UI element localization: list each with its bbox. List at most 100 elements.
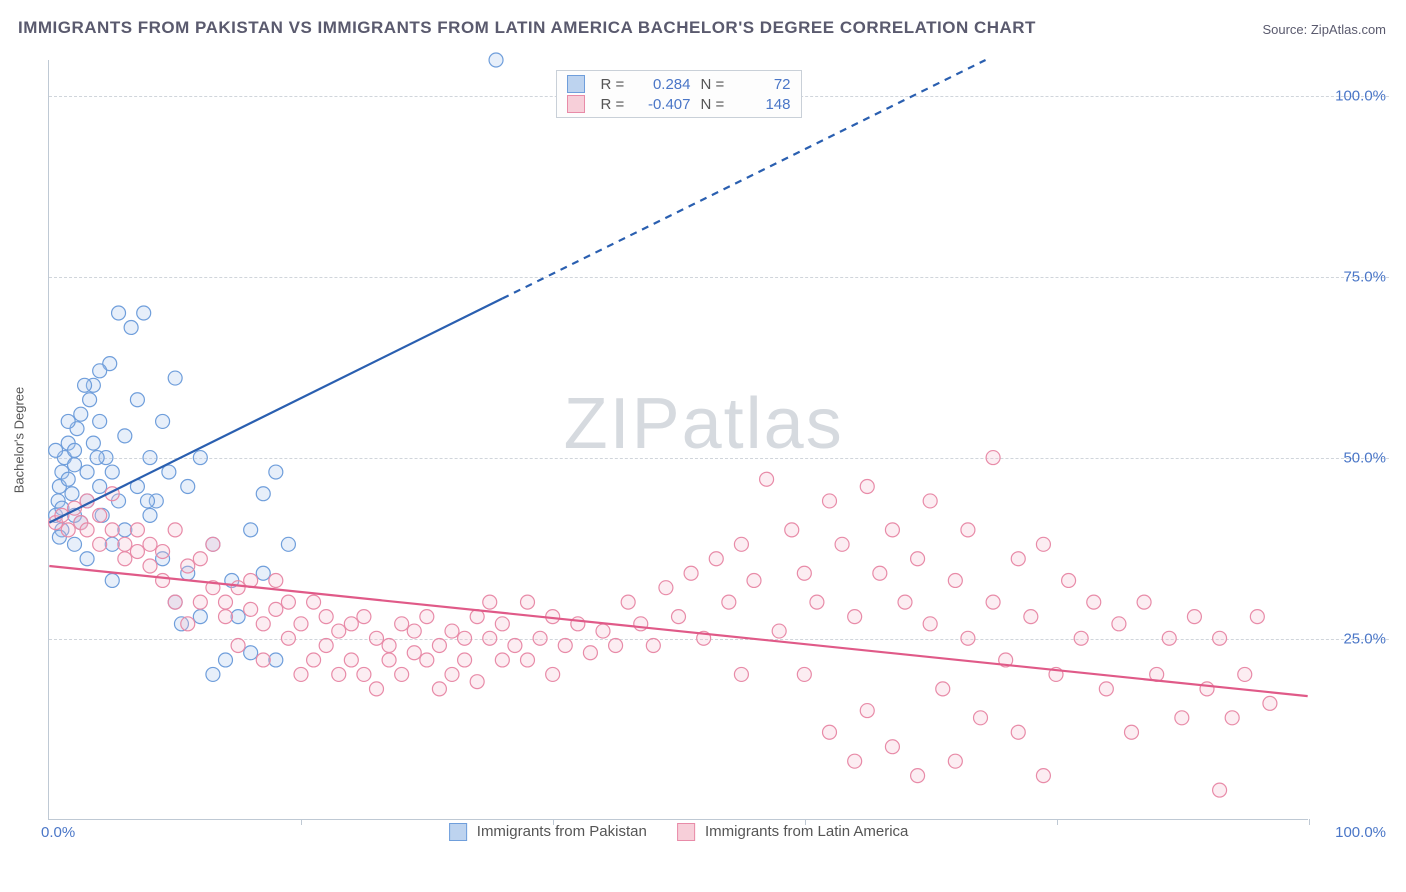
scatter-point xyxy=(294,617,308,631)
scatter-point xyxy=(83,393,97,407)
scatter-point xyxy=(193,610,207,624)
scatter-point xyxy=(68,443,82,457)
y-tick-label: 50.0% xyxy=(1343,450,1386,467)
x-tick-mark xyxy=(805,819,806,825)
scatter-point xyxy=(80,523,94,537)
scatter-point xyxy=(885,523,899,537)
scatter-point xyxy=(823,494,837,508)
scatter-point xyxy=(231,581,245,595)
y-tick-label: 75.0% xyxy=(1343,269,1386,286)
scatter-point xyxy=(105,523,119,537)
legend-series-label: Immigrants from Latin America xyxy=(705,823,908,840)
scatter-point xyxy=(140,494,154,508)
scatter-point xyxy=(848,754,862,768)
scatter-point xyxy=(193,595,207,609)
scatter-point xyxy=(533,631,547,645)
legend-series: Immigrants from Pakistan Immigrants from… xyxy=(449,823,909,841)
scatter-point xyxy=(105,537,119,551)
scatter-point xyxy=(181,617,195,631)
scatter-point xyxy=(93,537,107,551)
scatter-point xyxy=(80,552,94,566)
scatter-point xyxy=(432,682,446,696)
scatter-point xyxy=(269,573,283,587)
scatter-point xyxy=(1213,631,1227,645)
y-tick-label: 100.0% xyxy=(1335,88,1386,105)
trendline xyxy=(49,299,502,523)
scatter-point xyxy=(672,610,686,624)
scatter-point xyxy=(256,653,270,667)
scatter-point xyxy=(61,472,75,486)
scatter-point xyxy=(772,624,786,638)
y-tick-label: 25.0% xyxy=(1343,631,1386,648)
scatter-point xyxy=(407,646,421,660)
scatter-point xyxy=(370,631,384,645)
scatter-point xyxy=(118,429,132,443)
scatter-point xyxy=(143,508,157,522)
scatter-point xyxy=(596,624,610,638)
scatter-point xyxy=(168,371,182,385)
x-tick-mark xyxy=(1057,819,1058,825)
scatter-point xyxy=(307,595,321,609)
scatter-point xyxy=(281,631,295,645)
stat-label-r: R = xyxy=(601,76,625,93)
scatter-point xyxy=(68,458,82,472)
scatter-point xyxy=(219,610,233,624)
scatter-point xyxy=(420,610,434,624)
scatter-point xyxy=(407,624,421,638)
scatter-point xyxy=(521,595,535,609)
scatter-point xyxy=(90,451,104,465)
scatter-point xyxy=(1125,725,1139,739)
scatter-point xyxy=(319,639,333,653)
scatter-point xyxy=(105,573,119,587)
scatter-point xyxy=(307,653,321,667)
scatter-point xyxy=(256,566,270,580)
scatter-point xyxy=(382,639,396,653)
scatter-point xyxy=(923,494,937,508)
scatter-point xyxy=(1175,711,1189,725)
stat-value-r: 0.284 xyxy=(635,76,691,93)
x-tick-label-max: 100.0% xyxy=(1335,824,1386,841)
scatter-point xyxy=(93,508,107,522)
scatter-point xyxy=(659,581,673,595)
scatter-point xyxy=(156,545,170,559)
scatter-point xyxy=(281,595,295,609)
scatter-point xyxy=(483,631,497,645)
scatter-point xyxy=(294,667,308,681)
scatter-point xyxy=(332,624,346,638)
legend-swatch-icon xyxy=(449,823,467,841)
scatter-point xyxy=(420,653,434,667)
scatter-point xyxy=(382,653,396,667)
scatter-point xyxy=(219,595,233,609)
scatter-point xyxy=(370,682,384,696)
scatter-point xyxy=(269,602,283,616)
stat-value-n: 72 xyxy=(735,76,791,93)
scatter-point xyxy=(168,523,182,537)
scatter-point xyxy=(458,653,472,667)
chart-container: Bachelor's Degree ZIPatlas R = 0.284 N =… xyxy=(48,50,1388,840)
scatter-point xyxy=(168,595,182,609)
scatter-point xyxy=(911,769,925,783)
scatter-point xyxy=(344,653,358,667)
scatter-point xyxy=(558,639,572,653)
scatter-point xyxy=(1162,631,1176,645)
scatter-point xyxy=(458,631,472,645)
scatter-point xyxy=(974,711,988,725)
scatter-point xyxy=(219,653,233,667)
scatter-point xyxy=(344,617,358,631)
legend-swatch-icon xyxy=(567,75,585,93)
scatter-point xyxy=(93,479,107,493)
scatter-point xyxy=(86,436,100,450)
stat-label-n: N = xyxy=(701,76,725,93)
scatter-point xyxy=(244,646,258,660)
scatter-point xyxy=(256,617,270,631)
x-tick-mark xyxy=(553,819,554,825)
scatter-point xyxy=(810,595,824,609)
scatter-point xyxy=(483,595,497,609)
scatter-point xyxy=(1250,610,1264,624)
scatter-point xyxy=(1238,667,1252,681)
scatter-point xyxy=(571,617,585,631)
scatter-point xyxy=(961,523,975,537)
scatter-point xyxy=(130,545,144,559)
source-label: Source: ZipAtlas.com xyxy=(1262,22,1386,37)
scatter-point xyxy=(143,537,157,551)
